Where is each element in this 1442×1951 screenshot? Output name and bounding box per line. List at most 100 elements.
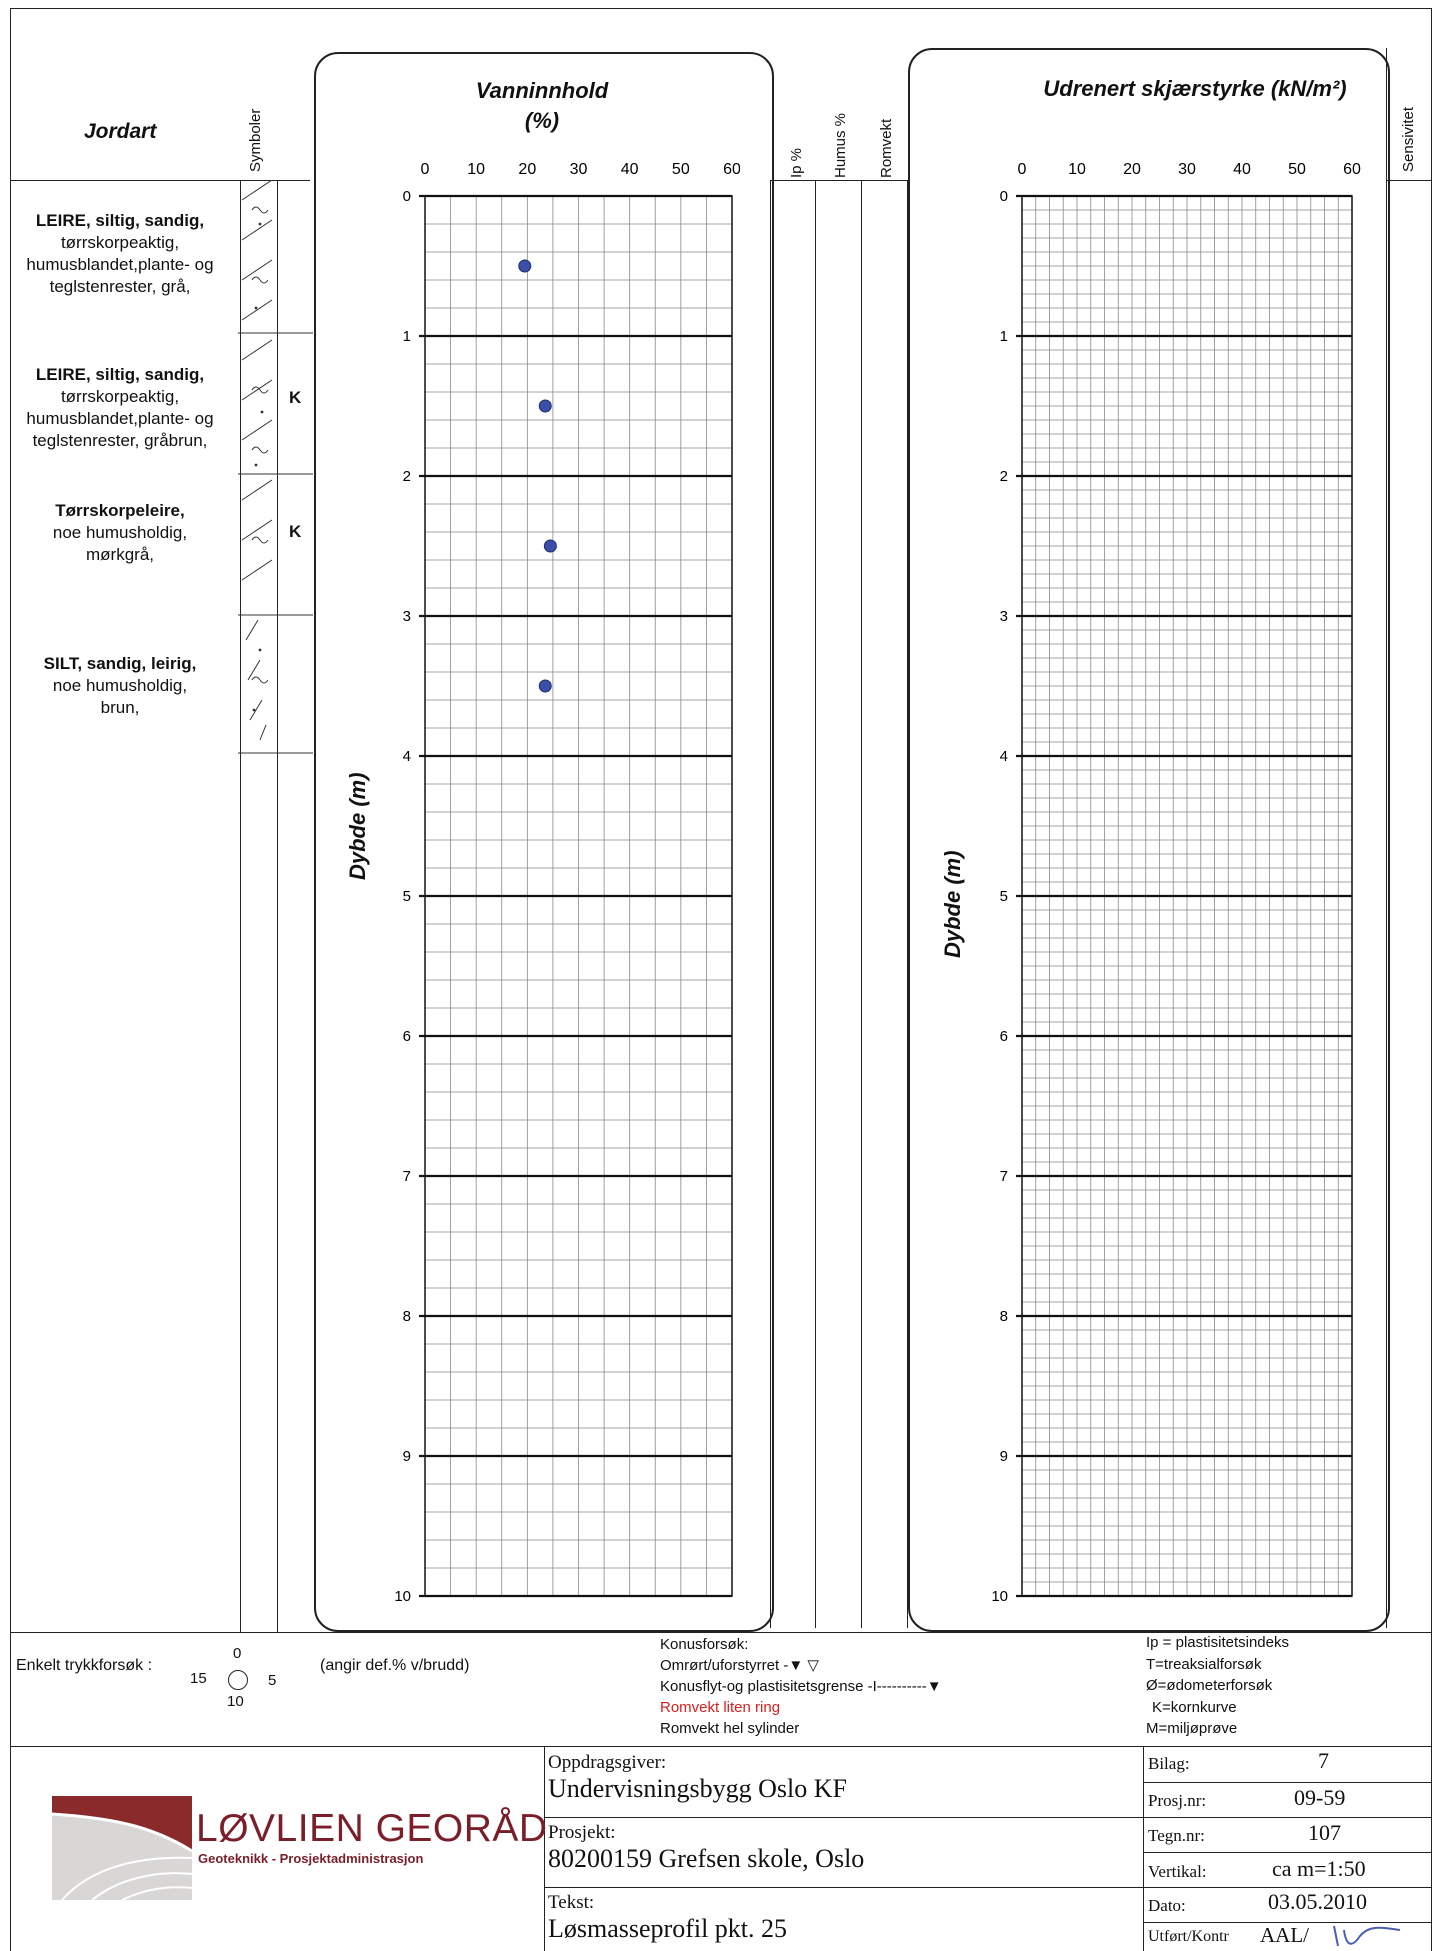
utfort-label: Utført/Kontr xyxy=(1148,1928,1229,1945)
y-tick-label: 3 xyxy=(403,608,411,625)
x-tick-label: 0 xyxy=(421,161,430,178)
soil-layer-desc: noe humusholdig, xyxy=(52,676,188,695)
plot-area xyxy=(424,195,733,1597)
grid xyxy=(419,194,733,1598)
tb-row-2 xyxy=(544,1887,1432,1888)
dato-label: Dato: xyxy=(1148,1896,1186,1915)
bilag-label: Bilag: xyxy=(1148,1754,1190,1773)
titleblock-div2 xyxy=(1143,1746,1144,1951)
jordart-header: Jordart xyxy=(84,120,157,143)
y-tick-label: 8 xyxy=(1000,1308,1008,1325)
symboler-header: Symboler xyxy=(247,108,264,172)
filled-triangle-icon: ▼ xyxy=(926,1678,942,1695)
y-tick-label: 4 xyxy=(1000,748,1008,765)
abbr-ip: Ip = plastisitetsindeks xyxy=(1146,1634,1289,1651)
soil-layer-desc: mørkgrå, xyxy=(86,545,154,564)
data-point xyxy=(518,259,532,273)
dial-bottom: 10 xyxy=(227,1693,244,1710)
skjaerstyrke-ylabel: Dybde (m) xyxy=(940,850,965,958)
open-triangle-icon: ▽ xyxy=(807,1657,819,1674)
soil-layer-4: SILT, sandig, leirig, noe humusholdig, b… xyxy=(10,653,230,719)
y-tick-label: 2 xyxy=(1000,468,1008,485)
trykk-label: Enkelt trykkforsøk : xyxy=(16,1657,153,1674)
soil-layer-desc: tørrskorpeaktig, xyxy=(60,233,180,252)
y-tick-label: 10 xyxy=(991,1588,1008,1605)
vanninnhold-subtitle: (%) xyxy=(524,108,560,133)
konus-flyt-row: Konusflyt-og plastisitetsgrense -I------… xyxy=(660,1676,942,1697)
y-tick-label: 4 xyxy=(403,748,411,765)
soil-layer-desc: teglstenrester, gråbrun, xyxy=(32,431,208,450)
dial-right: 5 xyxy=(268,1672,277,1689)
vanninnhold-title: Vanninnhold xyxy=(475,78,609,103)
sens-header-divider xyxy=(1386,180,1432,181)
y-tick-label: 0 xyxy=(403,188,411,205)
dial-left: 15 xyxy=(190,1670,207,1687)
x-tick-label: 20 xyxy=(1123,161,1141,178)
soil-layer-desc: noe humusholdig, xyxy=(52,523,188,542)
x-tick-label: 50 xyxy=(1288,161,1306,178)
y-tick-label: 7 xyxy=(403,1168,411,1185)
y-tick-label: 2 xyxy=(403,468,411,485)
company-name: LØVLIEN GEORÅD xyxy=(196,1807,548,1850)
symbol-col-divider xyxy=(277,180,278,1633)
utfort-value: AAL/ xyxy=(1260,1923,1309,1947)
konus-omrort: Omrørt/uforstyrret - xyxy=(660,1657,789,1674)
x-tick-label: 10 xyxy=(467,161,485,178)
abbreviation-legend: Ip = plastisitetsindeks T=treaksialforsø… xyxy=(1146,1632,1289,1740)
x-tick-label: 30 xyxy=(570,161,588,178)
tb-r-row-a xyxy=(1143,1782,1432,1783)
x-tick-label: 60 xyxy=(1343,161,1361,178)
soil-layer-2-k: K xyxy=(289,388,302,407)
x-tick-label: 60 xyxy=(723,161,740,178)
oppdragsgiver-value: Undervisningsbygg Oslo KF xyxy=(548,1774,848,1803)
prosjekt-cell: Prosjekt: 80200159 Grefsen skole, Oslo xyxy=(548,1822,864,1874)
x-tick-label: 50 xyxy=(672,161,690,178)
tekst-value: Løsmasseprofil pkt. 25 xyxy=(548,1914,788,1943)
ip-header: Ip % xyxy=(788,147,805,178)
soil-layer-desc: brun, xyxy=(100,698,140,717)
y-tick-label: 9 xyxy=(1000,1448,1008,1465)
soil-layer-1: LEIRE, siltig, sandig, tørrskorpeaktig, … xyxy=(10,210,230,298)
titleblock-top xyxy=(10,1746,1432,1747)
header-divider-left xyxy=(10,180,310,181)
soil-layer-name: LEIRE, siltig, sandig, xyxy=(35,365,205,384)
tegnnr-label: Tegn.nr: xyxy=(1148,1826,1205,1845)
soil-layer-3-k: K xyxy=(289,522,302,541)
vanninnhold-ylabel: Dybde (m) xyxy=(345,772,370,880)
y-tick-label: 1 xyxy=(403,328,411,345)
romvekt-sylinder: Romvekt hel sylinder xyxy=(660,1720,800,1737)
abbr-t: T=treaksialforsøk xyxy=(1146,1655,1262,1673)
x-tick-label: 40 xyxy=(621,161,639,178)
ip-col-right xyxy=(815,180,816,1628)
y-tick-label: 1 xyxy=(1000,328,1008,345)
y-tick-label: 6 xyxy=(1000,1028,1008,1045)
frame-left xyxy=(10,8,11,1951)
romvekt-col-right xyxy=(907,180,908,1628)
abbr-m: M=miljøprøve xyxy=(1146,1720,1238,1737)
data-point xyxy=(543,539,557,553)
konus-omrort-row: Omrørt/uforstyrret -▼ ▽ xyxy=(660,1655,942,1676)
soil-layer-desc: teglstenrester, grå, xyxy=(49,277,191,296)
konus-flyt: Konusflyt-og plastisitetsgrense -I------… xyxy=(660,1678,927,1695)
y-tick-label: 5 xyxy=(1000,888,1008,905)
oppdragsgiver-label: Oppdragsgiver: xyxy=(548,1752,667,1773)
y-tick-label: 3 xyxy=(1000,608,1008,625)
tb-r-row-b xyxy=(1143,1852,1432,1853)
abbr-o: Ø=ødometerforsøk xyxy=(1146,1677,1273,1694)
y-tick-label: 6 xyxy=(403,1028,411,1045)
dial-top: 0 xyxy=(233,1645,242,1662)
tb-r-row-c xyxy=(1143,1922,1432,1923)
prosjekt-value: 80200159 Grefsen skole, Oslo xyxy=(548,1844,865,1873)
prosjnr-label: Prosj.nr: xyxy=(1148,1791,1207,1810)
vanninnhold-panel xyxy=(314,52,774,1632)
skjaerstyrke-title: Udrenert skjærstyrke (kN/m²) xyxy=(1043,76,1347,101)
vertikal-value: ca m=1:50 xyxy=(1272,1856,1366,1881)
y-tick-label: 7 xyxy=(1000,1168,1008,1185)
data-point xyxy=(538,399,552,413)
konus-title: Konusforsøk: xyxy=(660,1636,749,1653)
grid xyxy=(1016,194,1353,1598)
x-tick-label: 0 xyxy=(1018,161,1027,178)
legend-top-line xyxy=(10,1632,1432,1633)
x-tick-label: 40 xyxy=(1233,161,1251,178)
x-tick-label: 30 xyxy=(1178,161,1196,178)
